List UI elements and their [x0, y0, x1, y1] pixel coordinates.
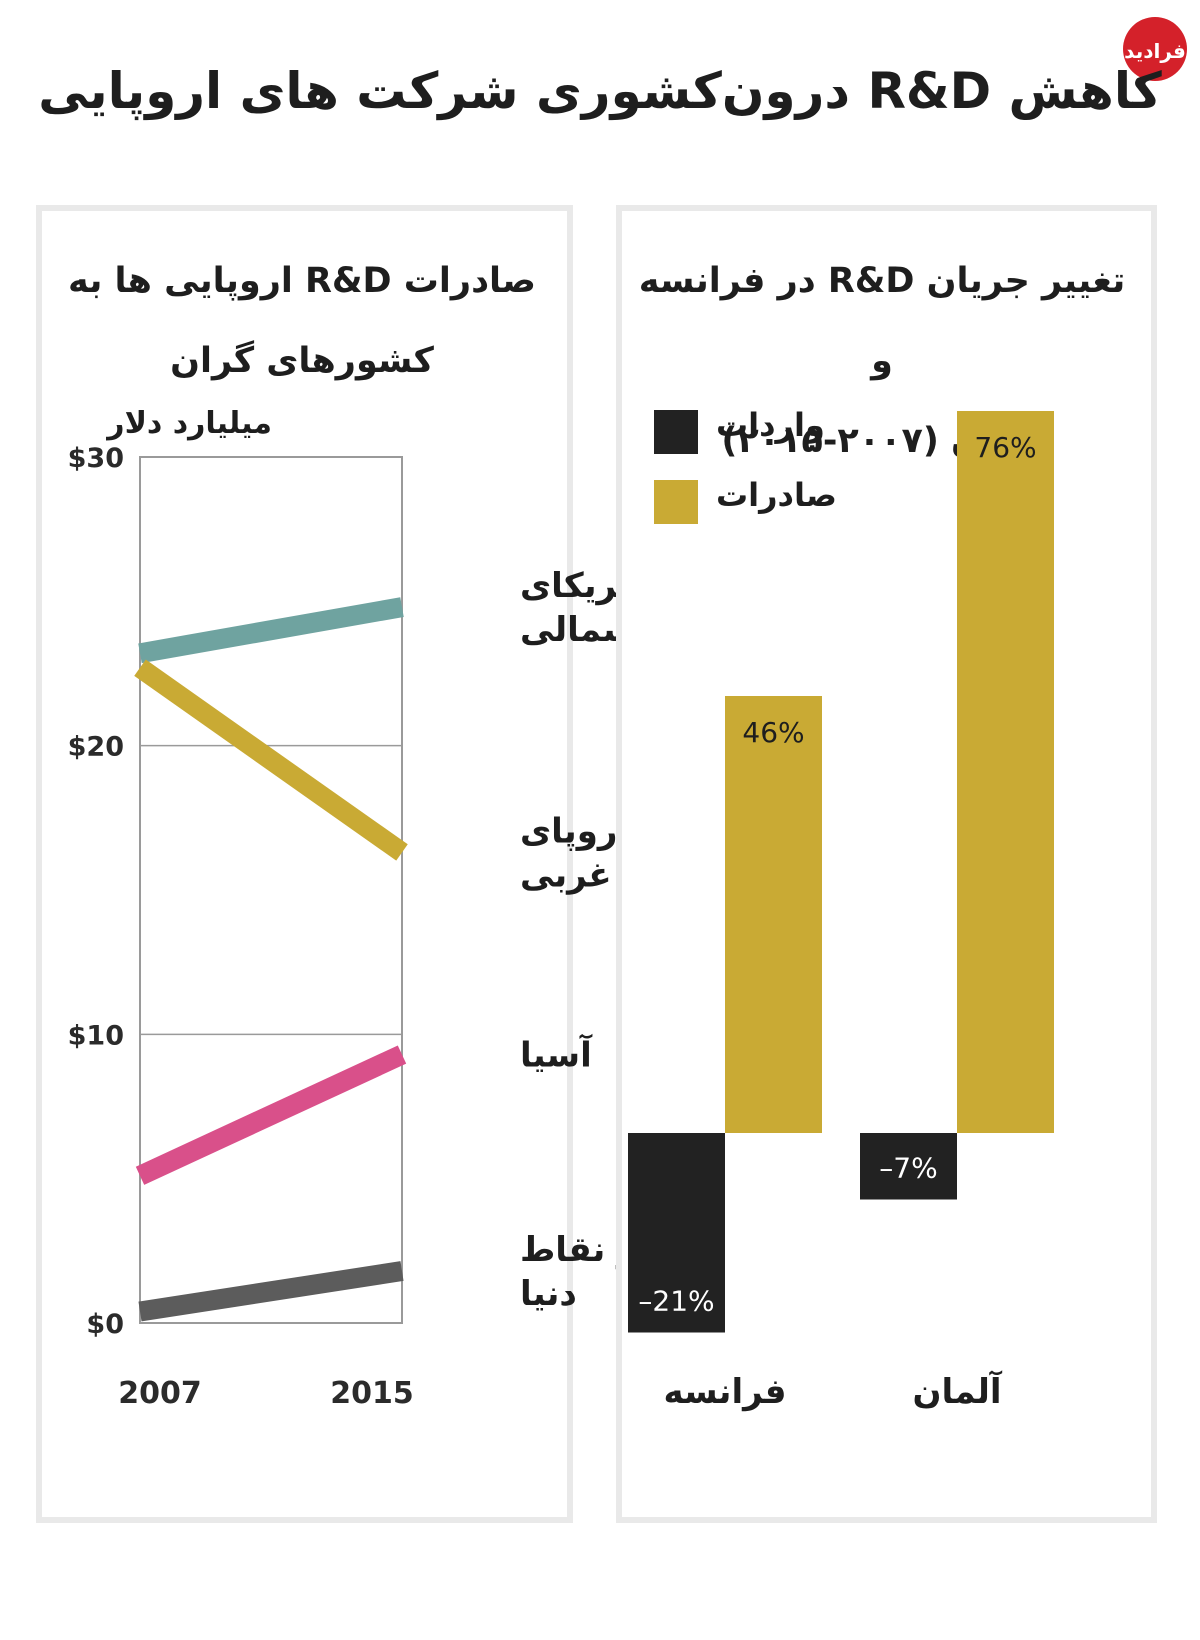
legend-swatch-exports: [654, 480, 698, 524]
y-tick-label: $0: [86, 1309, 124, 1340]
series-label-4: دنیا: [520, 1274, 577, 1314]
y-tick-label: $20: [68, 732, 124, 763]
bar-imports-label-2: –7%: [879, 1152, 937, 1185]
bar-chart: –21% 46% فرانسه –7% 76% آلمان: [628, 411, 1054, 1412]
logo-icon: فرادید: [1123, 17, 1187, 81]
series-label-3: آسیا: [520, 1034, 593, 1076]
legend-label-exports: صادرات: [716, 476, 837, 514]
legend-item-exports: صادرات: [652, 476, 892, 546]
y-tick-label: $30: [68, 443, 124, 474]
legend-swatch-imports: [654, 410, 698, 454]
bar-imports-2: [860, 1133, 957, 1200]
left-panel-title-line1: صادرات R&D اروپایی ها به: [67, 261, 537, 301]
series-line-4: [138, 1261, 404, 1322]
bar-exports-2: [957, 411, 1054, 1133]
svg-text:فرادید: فرادید: [1124, 39, 1186, 63]
y-unit-label: میلیارد دلار: [107, 406, 272, 441]
legend-label-imports: واردات: [716, 406, 825, 444]
right-panel: تغییر جریان R&D در فرانسه و آلمان (۲۰۰۷-…: [616, 205, 1157, 1523]
legend: واردات صادرات: [652, 406, 892, 546]
left-panel-title-line2: کشورهای گران: [170, 341, 434, 381]
series-line-2: [134, 659, 408, 861]
right-panel-title: تغییر جریان R&D در فرانسه و آلمان (۲۰۰۷-…: [632, 241, 1132, 481]
category-label-2: آلمان: [912, 1370, 1002, 1412]
plot-frame: [139, 456, 403, 1324]
category-label-1: فرانسه: [663, 1372, 786, 1412]
bar-exports-1: [725, 696, 822, 1133]
series-label-2: اروپای: [520, 811, 629, 851]
series-line-1: [138, 597, 404, 664]
page-title: کاهش R&D درون‌کشوری شرکت های اروپایی: [38, 62, 1162, 120]
left-panel-title: صادرات R&D اروپایی ها به کشورهای گران: [52, 241, 552, 401]
left-panel: صادرات R&D اروپایی ها به کشورهای گران می…: [36, 205, 689, 1523]
bar-imports-label-1: –21%: [638, 1285, 714, 1318]
series-line-3: [135, 1045, 407, 1185]
x-tick-label: 2015: [330, 1376, 414, 1411]
series-label-2: غربی: [520, 855, 612, 895]
bar-imports-1: [628, 1133, 725, 1333]
legend-item-imports: واردات: [652, 406, 892, 476]
bar-exports-label-1: 46%: [742, 716, 804, 749]
y-tick-label: $10: [68, 1020, 124, 1051]
x-tick-label: 2007: [118, 1376, 202, 1411]
right-panel-title-line1: تغییر جریان R&D در فرانسه و: [638, 261, 1126, 381]
bar-exports-label-2: 76%: [974, 431, 1036, 464]
